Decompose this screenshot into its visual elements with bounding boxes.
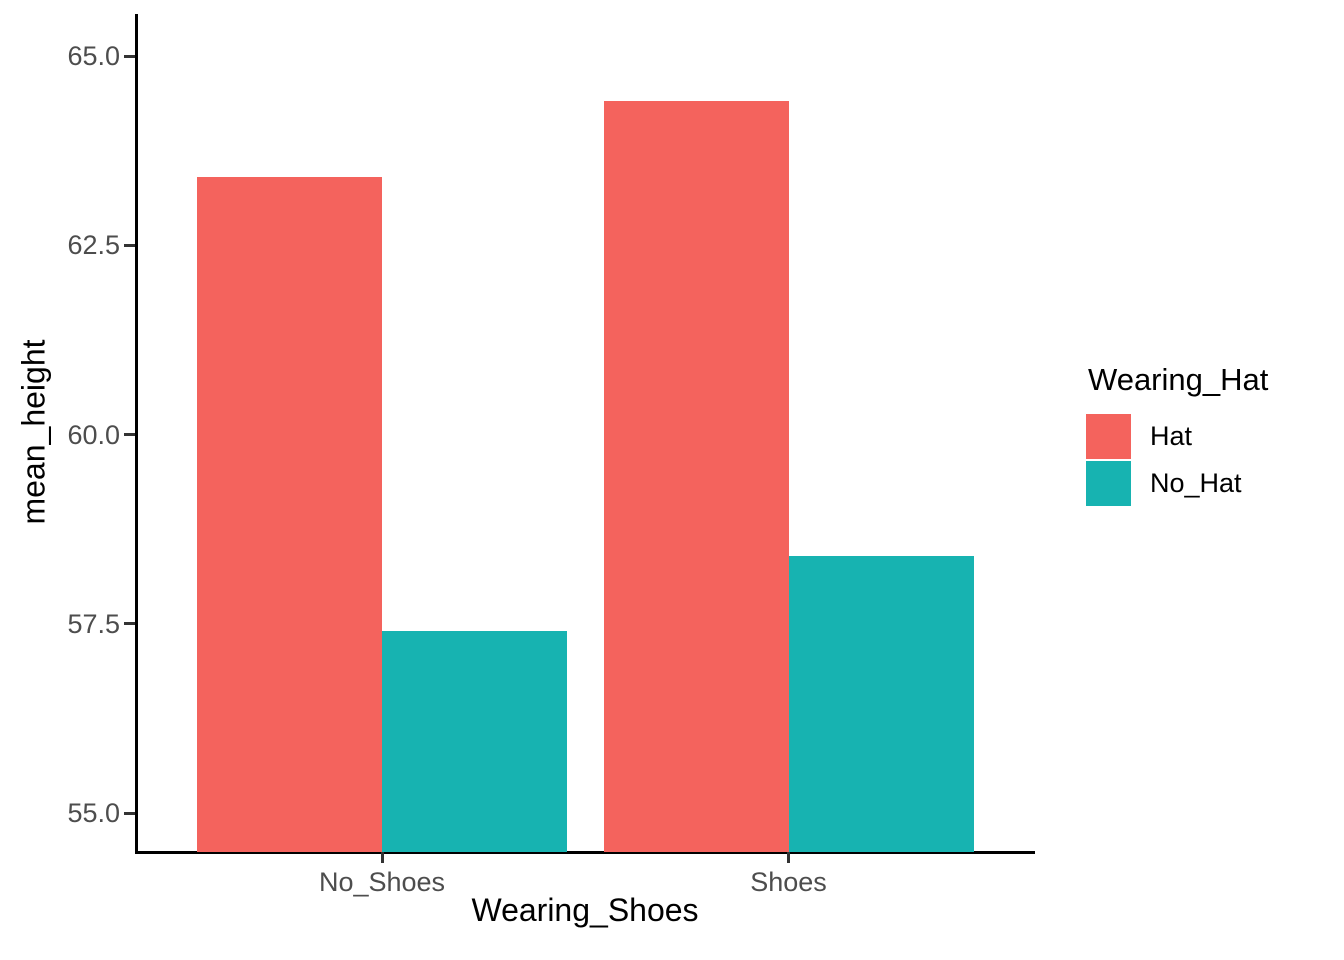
y-tick-label: 55.0 xyxy=(67,798,120,828)
y-tick-mark xyxy=(124,54,135,58)
x-axis-title: Wearing_Shoes xyxy=(471,892,699,928)
legend-items: Hat No_Hat xyxy=(1086,414,1268,506)
legend: Wearing_Hat Hat No_Hat xyxy=(1086,362,1268,506)
legend-key-swatch xyxy=(1086,414,1131,459)
y-tick-mark xyxy=(124,622,135,626)
y-tick-mark xyxy=(124,433,135,436)
x-axis-line xyxy=(135,851,1035,854)
x-tick-mark xyxy=(787,852,790,863)
x-tick-mark xyxy=(380,852,384,863)
legend-label: No_Hat xyxy=(1150,468,1242,498)
y-tick-label: 65.0 xyxy=(67,41,120,71)
bar-shoes-no_hat xyxy=(788,555,974,852)
legend-title: Wearing_Hat xyxy=(1088,362,1269,397)
y-tick-label: 57.5 xyxy=(67,608,120,639)
bar-shoes-hat xyxy=(603,101,789,852)
y-tick-mark xyxy=(124,811,135,815)
y-tick-label: 62.5 xyxy=(67,230,120,261)
y-axis-line xyxy=(135,14,138,854)
y-tick-label: 60.0 xyxy=(67,419,120,450)
legend-key-swatch xyxy=(1086,461,1131,506)
bar-no_shoes-no_hat xyxy=(382,631,567,852)
y-tick-mark xyxy=(124,243,135,247)
legend-item-hat: Hat xyxy=(1086,414,1268,459)
x-tick-label: No_Shoes xyxy=(318,867,446,897)
bar-no_shoes-hat xyxy=(197,177,382,852)
x-tick-label: Shoes xyxy=(750,867,827,897)
legend-item-no_hat: No_Hat xyxy=(1086,461,1268,506)
legend-label: Hat xyxy=(1150,421,1193,451)
y-axis-title: mean_height xyxy=(15,339,52,525)
plot-panel: 55.0 57.5 60.0 62.5 65.0 No_Shoes Shoes xyxy=(67,15,1034,897)
